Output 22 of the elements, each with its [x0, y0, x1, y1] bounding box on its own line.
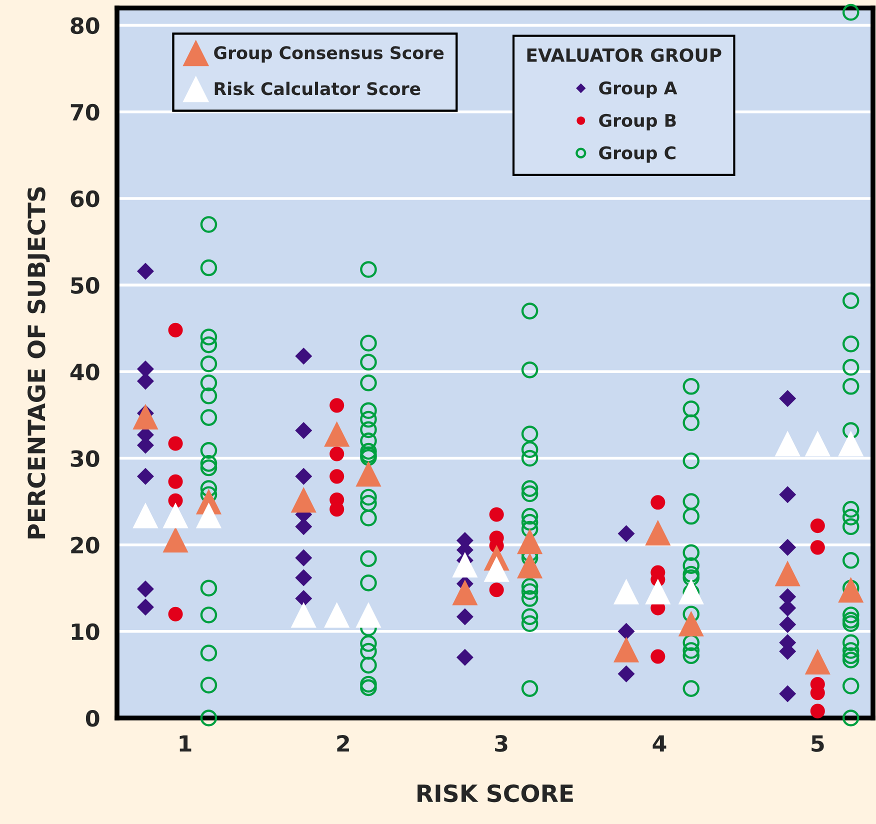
x-tick-label: 5 — [812, 735, 824, 752]
x-tick-label: 1 — [180, 735, 192, 752]
legend-label: Group B — [599, 114, 676, 130]
y-tick-label: 30 — [70, 450, 100, 468]
y-tick-label: 50 — [71, 277, 100, 294]
y-tick-label: 10 — [72, 623, 100, 640]
x-axis-title: RISK SCORE — [418, 784, 573, 802]
x-tick-label: 2 — [337, 735, 349, 752]
y-tick-label: 40 — [70, 364, 100, 380]
legend-label: Group Consensus Score — [214, 46, 444, 63]
legend-title: EVALUATOR GROUP — [527, 48, 722, 62]
legend-label: Group A — [599, 81, 678, 98]
y-tick-label: 80 — [70, 17, 100, 34]
y-axis-title: PERCENTAGE OF SUBJECTS — [28, 187, 50, 538]
x-tick-label: 3 — [495, 735, 508, 752]
y-tick-label: 20 — [71, 536, 100, 554]
y-tick-label: 70 — [70, 104, 100, 121]
x-tick-label: 4 — [652, 735, 666, 752]
y-tick-label: 0 — [86, 710, 100, 727]
legend-label: Risk Calculator Score — [214, 82, 420, 96]
y-tick-label: 60 — [70, 190, 100, 208]
legend-label: Group C — [599, 146, 676, 163]
